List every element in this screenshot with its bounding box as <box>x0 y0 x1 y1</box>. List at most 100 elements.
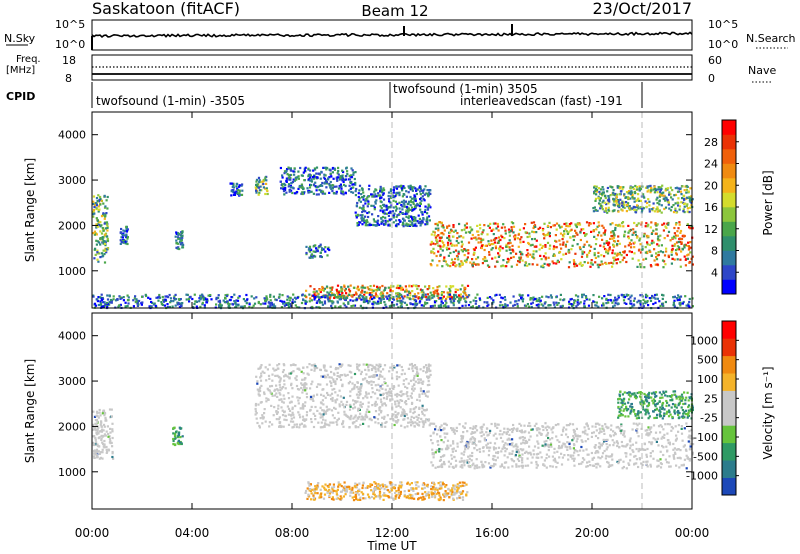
cell <box>673 243 677 246</box>
cell <box>127 302 130 305</box>
cell <box>489 441 492 444</box>
cell <box>450 286 453 289</box>
cell <box>324 376 327 379</box>
cell <box>287 413 290 416</box>
cell <box>650 426 653 429</box>
cell <box>421 289 424 292</box>
cell <box>328 176 331 179</box>
cell <box>320 288 323 291</box>
cell <box>265 397 268 400</box>
cell <box>341 191 344 194</box>
cell <box>93 302 97 305</box>
cell <box>686 203 689 206</box>
cell <box>652 437 655 440</box>
cell <box>504 229 507 232</box>
cell <box>315 247 318 250</box>
cell <box>166 303 169 306</box>
cell <box>599 203 602 206</box>
cell <box>471 264 474 267</box>
cell <box>101 448 104 451</box>
cell <box>427 365 430 368</box>
cell <box>684 295 687 298</box>
cell <box>330 304 333 307</box>
cell <box>421 195 424 198</box>
cell <box>352 183 355 186</box>
cell <box>319 251 322 254</box>
cell <box>319 406 322 409</box>
cell <box>104 418 107 421</box>
cell <box>368 211 371 214</box>
cell <box>611 265 614 268</box>
cell <box>538 297 541 300</box>
cell <box>691 255 694 258</box>
cell <box>106 248 109 251</box>
cell <box>588 298 591 301</box>
cell <box>485 259 488 262</box>
cell <box>376 285 379 288</box>
cell <box>507 242 510 245</box>
cell <box>386 207 389 210</box>
cell <box>339 374 342 377</box>
cell <box>367 363 370 366</box>
cell <box>258 181 261 184</box>
cell <box>564 243 567 246</box>
cell <box>483 256 486 259</box>
cell <box>661 223 664 226</box>
cell <box>234 302 237 305</box>
cell <box>268 363 271 366</box>
cell <box>305 392 308 395</box>
cell <box>651 295 654 298</box>
cell <box>397 306 400 309</box>
cell <box>600 204 603 207</box>
cell <box>617 296 620 299</box>
cell <box>285 191 288 194</box>
cell <box>396 392 399 396</box>
cell <box>505 304 508 307</box>
cell <box>331 171 334 174</box>
cell <box>661 297 664 300</box>
cell <box>277 418 281 421</box>
cell <box>336 419 339 422</box>
cell <box>688 261 691 264</box>
cell <box>656 263 659 266</box>
cell <box>406 202 409 206</box>
cell <box>356 385 359 389</box>
cell <box>324 396 327 399</box>
cell <box>374 370 377 373</box>
cell <box>406 296 409 299</box>
cell <box>589 265 592 268</box>
cell <box>203 304 206 307</box>
cell <box>163 304 166 307</box>
cell <box>485 444 488 447</box>
cell <box>365 222 368 225</box>
cell <box>419 198 422 201</box>
cell <box>495 437 498 440</box>
cell <box>386 220 389 223</box>
cell <box>287 185 290 188</box>
cell <box>429 364 432 367</box>
cell <box>300 184 304 187</box>
cell <box>282 302 285 305</box>
cell <box>324 369 327 372</box>
cell <box>391 210 394 213</box>
power-region-8 <box>429 221 694 269</box>
cell <box>419 368 422 371</box>
cell <box>361 223 364 226</box>
cell <box>673 194 676 197</box>
cell <box>293 173 296 176</box>
cell <box>572 304 575 307</box>
cell <box>389 288 392 291</box>
power-ytick-label: 3000 <box>58 174 86 187</box>
cell <box>399 406 402 409</box>
cell <box>674 234 678 237</box>
cell <box>107 435 110 438</box>
cell <box>643 266 646 269</box>
cell <box>621 209 624 212</box>
cell <box>589 222 592 225</box>
cell <box>267 398 270 401</box>
cell <box>617 294 620 297</box>
cell <box>676 202 680 205</box>
cell <box>510 226 513 229</box>
cell <box>109 439 112 443</box>
cell <box>607 197 610 200</box>
